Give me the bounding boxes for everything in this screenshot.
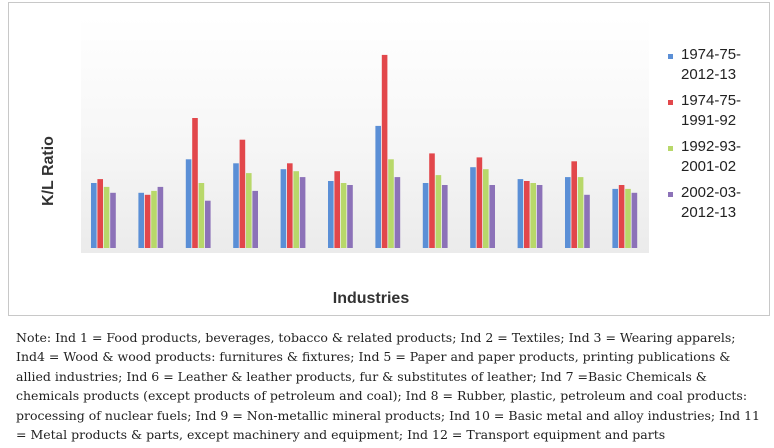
bar-9-series-3: [483, 169, 489, 248]
bar-10-series-1: [517, 179, 524, 249]
bar-7-series-4: [394, 177, 401, 248]
bar-7-series-3: [388, 159, 394, 248]
bar-group-9: [470, 157, 495, 248]
y-axis-title: K/L Ratio: [40, 136, 57, 206]
bar-group-1: [91, 179, 116, 249]
bar-8-series-1: [422, 183, 429, 248]
bar-3-series-2: [192, 118, 198, 248]
bar-6-series-1: [328, 181, 334, 248]
bar-4-series-4: [252, 190, 258, 248]
bar-group-11: [565, 161, 590, 248]
bar-12-series-1: [612, 188, 618, 248]
bar-8-series-2: [429, 153, 435, 248]
bar-2-series-3: [151, 190, 157, 248]
plot-area: [81, 17, 649, 253]
legend-swatch-4: [668, 192, 673, 197]
bar-group-5: [280, 163, 306, 248]
bars-layer: [91, 54, 638, 249]
bar-2-series-2: [144, 194, 151, 248]
bar-5-series-4: [299, 177, 306, 248]
bar-10-series-4: [536, 185, 543, 248]
legend-label-3-line-1: 1992-93-: [681, 138, 741, 155]
bar-11-series-2: [571, 161, 577, 248]
bar-10-series-2: [524, 181, 530, 248]
legend: 1974-75- 2012-13 1974-75- 1991-92 1992-93- 20…: [668, 46, 741, 221]
bar-9-series-4: [489, 185, 495, 248]
bar-4-series-1: [233, 163, 239, 248]
bar-1-series-1: [91, 183, 97, 248]
bar-group-2: [138, 186, 164, 248]
bar-10-series-3: [530, 183, 536, 248]
bar-group-7: [375, 54, 401, 249]
legend-label-2-line-1: 1974-75-: [681, 92, 741, 109]
legend-swatch-2: [668, 100, 673, 105]
bar-5-series-3: [293, 171, 299, 248]
bar-2-series-1: [138, 192, 144, 248]
bar-1-series-3: [103, 186, 110, 248]
bar-6-series-4: [347, 185, 353, 248]
chart-note: Note: Ind 1 = Food products, beverages, …: [16, 330, 760, 443]
legend-label-3-line-2: 2001-02: [681, 158, 736, 175]
bar-group-8: [422, 153, 448, 248]
bar-3-series-3: [198, 183, 205, 248]
legend-label-1-line-1: 1974-75-: [681, 46, 741, 63]
bar-5-series-1: [280, 169, 287, 248]
legend-swatch-3: [668, 146, 673, 151]
legend-swatch-1: [668, 54, 673, 59]
bar-group-12: [612, 185, 638, 248]
legend-label-1-line-2: 2012-13: [681, 66, 736, 83]
legend-label-4-line-2: 2012-13: [681, 204, 736, 221]
legend-label-4-line-1: 2002-03-: [681, 184, 741, 201]
bar-12-series-4: [631, 192, 638, 248]
bar-6-series-2: [334, 171, 340, 248]
bar-group-3: [185, 118, 211, 248]
bar-12-series-3: [625, 188, 631, 248]
bar-3-series-1: [185, 159, 192, 248]
legend-label-2-line-2: 1991-92: [681, 112, 736, 129]
bar-group-4: [233, 139, 258, 248]
bar-7-series-2: [381, 54, 388, 249]
chart-frame: K/L Ratio Industries 1974-75- 2012-13 1974…: [8, 2, 770, 316]
bar-3-series-4: [205, 200, 211, 248]
bar-group-6: [328, 171, 353, 248]
bar-11-series-1: [565, 177, 571, 248]
bar-4-series-3: [246, 173, 252, 248]
bar-4-series-2: [239, 139, 246, 248]
x-axis-title: Industries: [333, 290, 410, 307]
bar-12-series-2: [618, 185, 625, 248]
bar-8-series-3: [435, 175, 442, 248]
bar-5-series-2: [287, 163, 293, 248]
bar-9-series-1: [470, 167, 476, 248]
bar-group-10: [517, 179, 543, 249]
bar-2-series-4: [157, 186, 164, 248]
bar-11-series-3: [577, 177, 584, 248]
bar-6-series-3: [340, 183, 347, 248]
bar-9-series-2: [476, 157, 483, 248]
bar-1-series-4: [110, 192, 116, 248]
bar-chart: K/L Ratio Industries 1974-75-2012-131974…: [40, 17, 741, 307]
bar-8-series-4: [442, 185, 448, 248]
bar-1-series-2: [97, 179, 103, 249]
bar-7-series-1: [375, 125, 381, 248]
bar-11-series-4: [584, 194, 590, 248]
